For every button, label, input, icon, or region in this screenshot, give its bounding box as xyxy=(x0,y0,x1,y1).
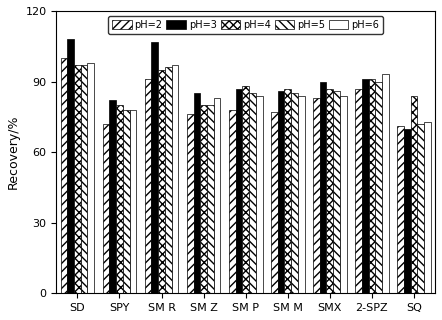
Bar xyxy=(355,89,362,293)
Bar xyxy=(271,112,278,293)
Bar xyxy=(67,39,74,293)
Bar xyxy=(236,89,242,293)
Bar xyxy=(109,100,116,293)
Bar xyxy=(214,98,221,293)
Bar xyxy=(382,75,389,293)
Bar xyxy=(411,96,417,293)
Bar xyxy=(81,65,88,293)
Bar xyxy=(171,65,179,293)
Bar xyxy=(187,115,194,293)
Bar xyxy=(291,93,298,293)
Bar xyxy=(165,68,171,293)
Bar xyxy=(362,79,369,293)
Bar xyxy=(340,96,347,293)
Bar xyxy=(397,126,404,293)
Bar xyxy=(327,89,333,293)
Bar xyxy=(284,89,291,293)
Bar xyxy=(61,58,67,293)
Bar xyxy=(207,105,214,293)
Bar xyxy=(116,105,123,293)
Bar xyxy=(130,110,136,293)
Bar xyxy=(152,42,158,293)
Bar xyxy=(404,129,411,293)
Bar xyxy=(249,93,256,293)
Bar xyxy=(313,98,320,293)
Bar xyxy=(103,124,109,293)
Bar xyxy=(298,96,305,293)
Bar xyxy=(145,79,152,293)
Bar xyxy=(369,79,375,293)
Legend: pH=2, pH=3, pH=4, pH=5, pH=6: pH=2, pH=3, pH=4, pH=5, pH=6 xyxy=(108,16,383,34)
Bar xyxy=(320,82,327,293)
Bar xyxy=(424,122,431,293)
Y-axis label: Recovery/%: Recovery/% xyxy=(7,115,20,189)
Bar xyxy=(229,110,236,293)
Bar xyxy=(417,124,424,293)
Bar xyxy=(256,96,263,293)
Bar xyxy=(123,110,130,293)
Bar xyxy=(375,82,382,293)
Bar xyxy=(200,105,207,293)
Bar xyxy=(194,93,200,293)
Bar xyxy=(74,65,81,293)
Bar xyxy=(158,70,165,293)
Bar xyxy=(278,91,284,293)
Bar xyxy=(88,63,94,293)
Bar xyxy=(242,86,249,293)
Bar xyxy=(333,91,340,293)
